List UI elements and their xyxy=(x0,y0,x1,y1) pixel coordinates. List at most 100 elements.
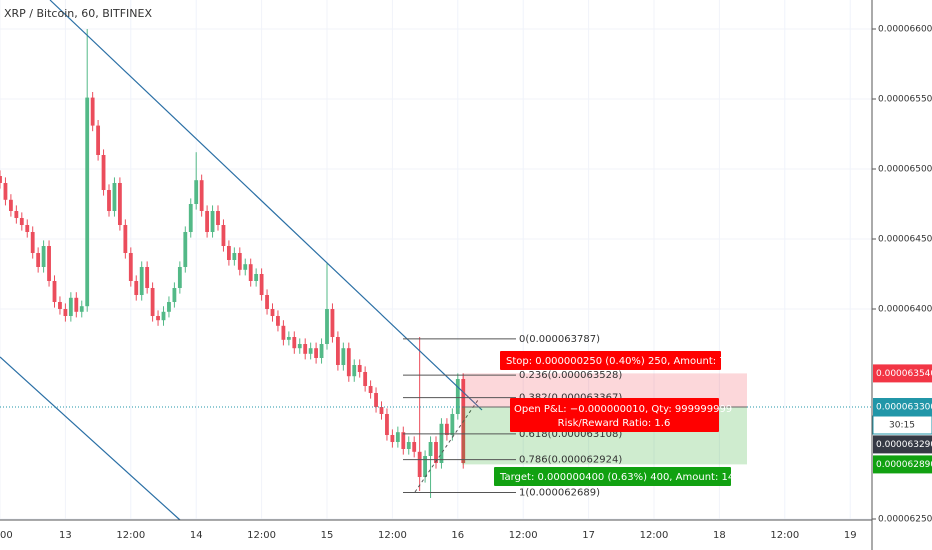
candle-body xyxy=(237,252,242,270)
candle-body xyxy=(385,414,389,436)
candle-body xyxy=(74,297,79,312)
candle-body xyxy=(63,309,68,317)
candle-body xyxy=(199,180,204,211)
ratio-label: Risk/Reward Ratio: 1.6 xyxy=(558,418,671,429)
candle-body xyxy=(325,309,329,345)
candle-body xyxy=(117,182,122,225)
price-tag-label: 0.000063540 xyxy=(876,369,932,379)
candle-body xyxy=(434,442,438,464)
candle-body xyxy=(134,281,139,296)
candle-body xyxy=(401,432,406,450)
candle-body xyxy=(259,274,264,296)
countdown: 30:15 xyxy=(889,421,915,431)
candle-body xyxy=(58,302,62,310)
fib-label: 0.618(0.000063108) xyxy=(519,429,622,440)
candle-body xyxy=(335,337,340,366)
stop-label-bg xyxy=(500,351,721,370)
candle-body xyxy=(270,309,275,317)
x-tick-label: 16 xyxy=(451,530,464,541)
candle-body xyxy=(303,344,308,354)
candle-body xyxy=(314,348,319,359)
target-label-bg xyxy=(494,467,731,486)
fib-label: 0.786(0.000062924) xyxy=(519,455,622,466)
candle-body xyxy=(161,311,166,321)
candle-body xyxy=(226,245,231,260)
candle-body xyxy=(205,210,210,232)
candle-body xyxy=(346,348,351,377)
x-tick-label: 15 xyxy=(321,530,334,541)
candle-body xyxy=(216,210,220,225)
x-tick-label: 13 xyxy=(59,530,72,541)
x-tick-label: 12:00 xyxy=(770,530,799,541)
candle-body xyxy=(292,337,297,349)
candle-body xyxy=(112,182,117,211)
candle-body xyxy=(395,432,400,443)
candle-body xyxy=(96,125,101,155)
candle-body xyxy=(30,231,35,253)
x-tick-label: 19 xyxy=(844,530,857,541)
candle-body xyxy=(25,224,30,232)
x-tick-label: 12:00 xyxy=(116,530,145,541)
stop-label: Stop: 0.000000250 (0.40%) 250, Amount: 7… xyxy=(506,356,738,367)
candle-body xyxy=(439,423,444,464)
candle-body xyxy=(406,442,411,450)
candle-body xyxy=(150,288,155,317)
candle-body xyxy=(455,379,460,415)
candle-body xyxy=(357,365,362,373)
pnl-label: Open P&L: −0.000000010, Qty: 999999999 xyxy=(514,404,732,415)
candle-body xyxy=(276,316,280,326)
candle-body xyxy=(19,217,24,225)
candle-body xyxy=(128,252,133,282)
price-tag-label: 0.000062890 xyxy=(876,460,932,470)
candle-body xyxy=(139,267,144,296)
price-tag-label: 0.000063290 xyxy=(876,440,932,450)
trend-line xyxy=(49,0,483,411)
candle-body xyxy=(417,451,422,478)
price-tag xyxy=(873,455,932,474)
candle-body xyxy=(221,224,226,246)
candle-body xyxy=(341,348,346,366)
candle-body xyxy=(363,372,368,387)
chart-title: XRP / Bitcoin, 60, BITFINEX xyxy=(4,7,152,20)
candle-body xyxy=(90,97,95,126)
candle-body xyxy=(423,456,428,478)
candle-body xyxy=(145,267,150,289)
fib-label: 0(0.000063787) xyxy=(519,334,600,345)
position-diagonal xyxy=(414,399,479,493)
candle-body xyxy=(0,175,2,183)
candle-body xyxy=(8,199,13,211)
candle-body xyxy=(243,264,248,270)
candle-body xyxy=(286,337,291,340)
candle-body xyxy=(101,154,106,190)
candle-body xyxy=(3,182,8,200)
countdown-bg xyxy=(872,415,932,435)
x-tick-label: 12:00 xyxy=(509,530,538,541)
price-tag-label: 0.000063300 xyxy=(876,403,932,413)
candle-body xyxy=(14,210,19,218)
price-tag xyxy=(873,364,932,383)
fib-label: 1(0.000062689) xyxy=(519,488,600,499)
candle-body xyxy=(428,442,433,457)
candle-body xyxy=(379,407,384,415)
candle-body xyxy=(368,386,373,394)
candle-body xyxy=(232,252,237,260)
candle-body xyxy=(352,365,357,377)
x-tick-label: 12:00 xyxy=(247,530,276,541)
candle-body xyxy=(248,264,253,282)
candle-body xyxy=(68,297,73,317)
x-tick-label: 14 xyxy=(190,530,203,541)
candle-body xyxy=(52,281,57,303)
candle-body xyxy=(172,288,177,303)
price-tag xyxy=(873,435,932,454)
candle-body xyxy=(36,252,41,268)
candle-body xyxy=(330,309,335,338)
candle-body xyxy=(444,423,449,436)
candle-body xyxy=(188,203,193,232)
candle-body xyxy=(281,325,286,340)
